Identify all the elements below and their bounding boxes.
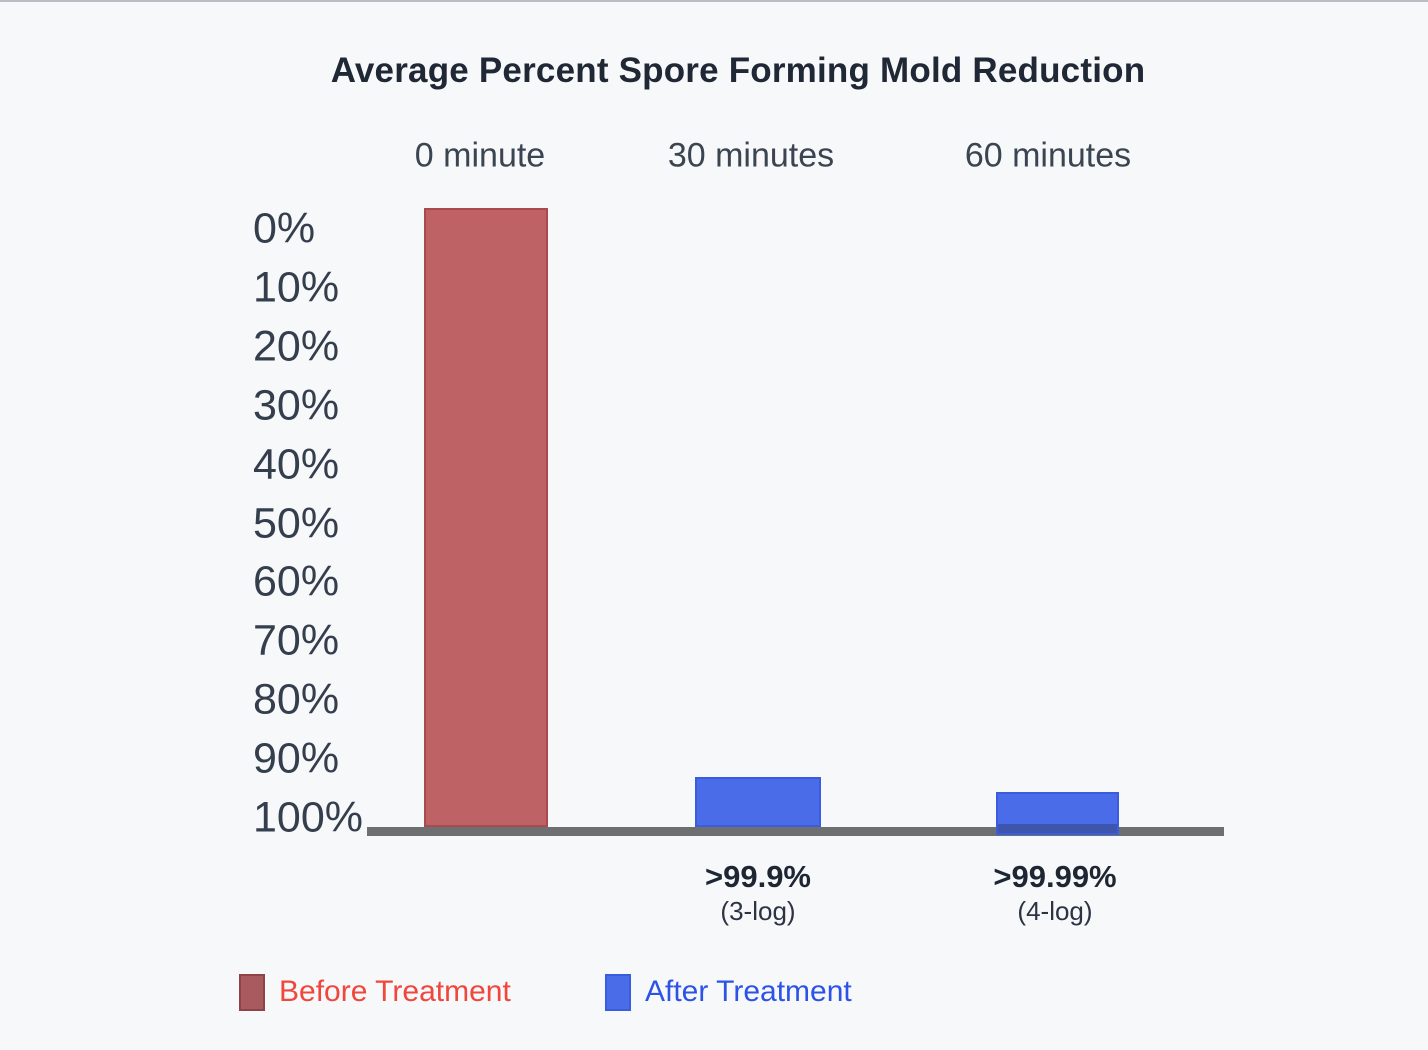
y-tick-label: 20%	[253, 322, 340, 371]
legend-label: Before Treatment	[279, 975, 511, 1008]
x-axis-baseline	[367, 827, 1224, 836]
top-border-line	[0, 0, 1428, 2]
reduction-annotation-0: >99.9% (3-log)	[705, 859, 811, 928]
column-header-2: 60 minutes	[964, 136, 1132, 175]
reduction-annotation-1: >99.99% (4-log)	[993, 859, 1116, 928]
y-tick-label: 70%	[253, 616, 340, 665]
legend-item-before: Before Treatment	[239, 972, 511, 1012]
y-tick-label: 30%	[253, 381, 340, 430]
chart-title: Average Percent Spore Forming Mold Reduc…	[330, 51, 1146, 90]
y-tick-label: 80%	[253, 675, 340, 724]
bar-before-treatment-0min	[424, 208, 548, 827]
y-tick-label: 60%	[253, 557, 340, 606]
reduction-log-label: (3-log)	[720, 896, 796, 926]
reduction-value-label: >99.99%	[993, 859, 1117, 894]
bar-after-treatment-30min	[695, 777, 821, 827]
y-tick-label: 50%	[253, 499, 340, 547]
column-header-1: 30 minutes	[667, 136, 835, 175]
legend-swatch-icon	[605, 973, 631, 1011]
legend-item-after: After Treatment	[605, 972, 852, 1012]
reduction-value-label: >99.9%	[704, 859, 812, 894]
y-tick-label: 10%	[253, 263, 340, 312]
y-tick-label: 40%	[253, 440, 340, 489]
y-tick-label: 100%	[253, 793, 363, 842]
y-tick-label: 0%	[253, 204, 316, 253]
legend-label: After Treatment	[645, 975, 852, 1008]
column-header-0: 0 minute	[414, 136, 546, 175]
bar-after-treatment-60min	[996, 792, 1119, 835]
reduction-log-label: (4-log)	[1017, 896, 1093, 926]
legend-swatch-icon	[239, 973, 265, 1011]
y-tick-label: 90%	[253, 734, 340, 783]
